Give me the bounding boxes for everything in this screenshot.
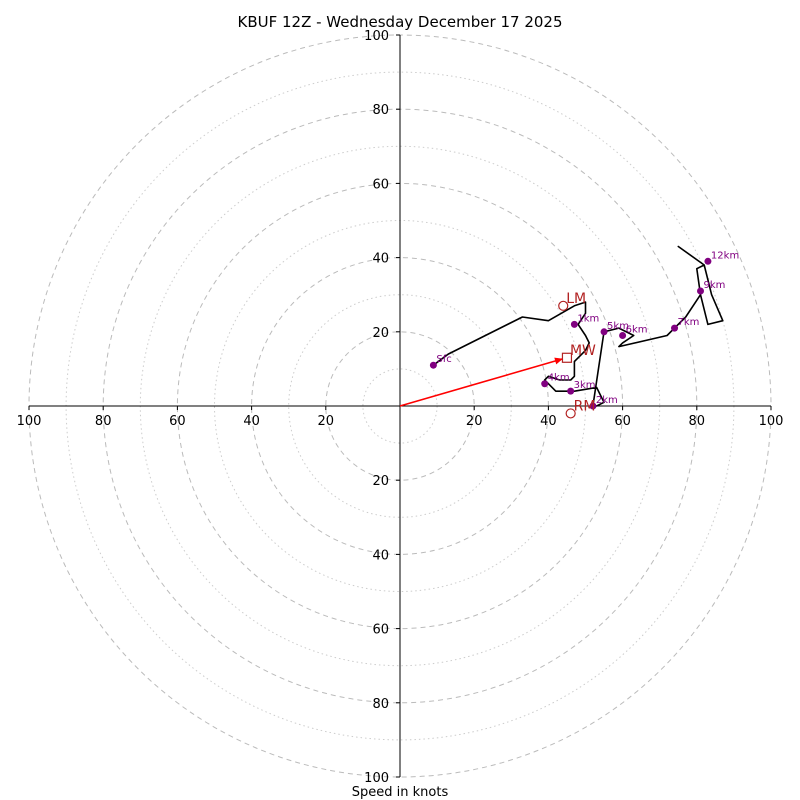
- chart-title: KBUF 12Z - Wednesday December 17 2025: [237, 13, 562, 31]
- y-tick-label: 40: [372, 252, 389, 267]
- y-tick-label: 80: [372, 103, 389, 118]
- height-dot-3km: [567, 387, 575, 395]
- x-tick-label: 60: [614, 414, 631, 429]
- height-dot-9km: [697, 287, 705, 295]
- x-tick-label: 60: [169, 414, 186, 429]
- y-tick-label: 60: [372, 623, 389, 638]
- y-tick-label: 60: [372, 177, 389, 192]
- height-label-7km: 7km: [678, 317, 700, 328]
- y-tick-label: 20: [372, 326, 389, 341]
- y-tick-label: 40: [372, 548, 389, 563]
- height-dot-4km: [541, 380, 549, 388]
- y-tick-label: 100: [364, 29, 389, 44]
- right-mover-marker: [565, 408, 576, 419]
- mean-wind-vector: [399, 357, 564, 407]
- x-tick-label: 40: [540, 414, 557, 429]
- height-dot-sfc: [429, 361, 437, 369]
- height-dot-6km: [619, 332, 627, 340]
- height-label-6km: 6km: [626, 325, 648, 336]
- left-mover-label: LM: [566, 291, 586, 307]
- height-label-9km: 9km: [704, 280, 726, 291]
- x-tick-label: 40: [243, 414, 260, 429]
- height-label-sfc: Sfc: [436, 354, 451, 365]
- mean-wind-arrow-shaft: [399, 358, 564, 407]
- tick-labels: 20 20 20 20 40 40 40 40 60 60 60 60 80 80 80 80 100 100 10…: [17, 29, 784, 786]
- storm-motion-markers: LM MW RM: [558, 291, 596, 419]
- height-label-4km: 4km: [548, 373, 570, 384]
- height-dot-12km: [704, 257, 712, 265]
- y-tick-label: 80: [372, 697, 389, 712]
- height-label-1km: 1km: [577, 313, 599, 324]
- x-tick-label: 80: [95, 414, 112, 429]
- y-tick-label: 20: [372, 474, 389, 489]
- x-tick-label: 100: [17, 414, 42, 429]
- right-mover-label: RM: [574, 398, 596, 414]
- height-dot-2km: [589, 402, 597, 410]
- height-dot-1km: [570, 320, 578, 328]
- mean-wind-marker: [561, 352, 573, 363]
- left-mover-marker: [558, 300, 569, 311]
- x-tick-label: 20: [466, 414, 483, 429]
- y-tick-label: 100: [364, 771, 389, 786]
- x-tick-label: 100: [759, 414, 784, 429]
- mean-wind-label: MW: [570, 343, 596, 359]
- x-tick-label: 80: [689, 414, 706, 429]
- height-dot-7km: [671, 324, 679, 332]
- height-label-5km: 5km: [607, 321, 629, 332]
- height-label-12km: 12km: [711, 250, 739, 261]
- x-axis-label: Speed in knots: [352, 785, 449, 800]
- x-tick-label: 20: [318, 414, 335, 429]
- height-dot-5km: [600, 328, 608, 336]
- height-label-2km: 2km: [596, 395, 618, 406]
- mean-wind-arrow-head: [554, 357, 563, 365]
- hodograph-line: [432, 245, 724, 407]
- height-label-3km: 3km: [574, 380, 596, 391]
- hodograph-trace: [432, 245, 724, 407]
